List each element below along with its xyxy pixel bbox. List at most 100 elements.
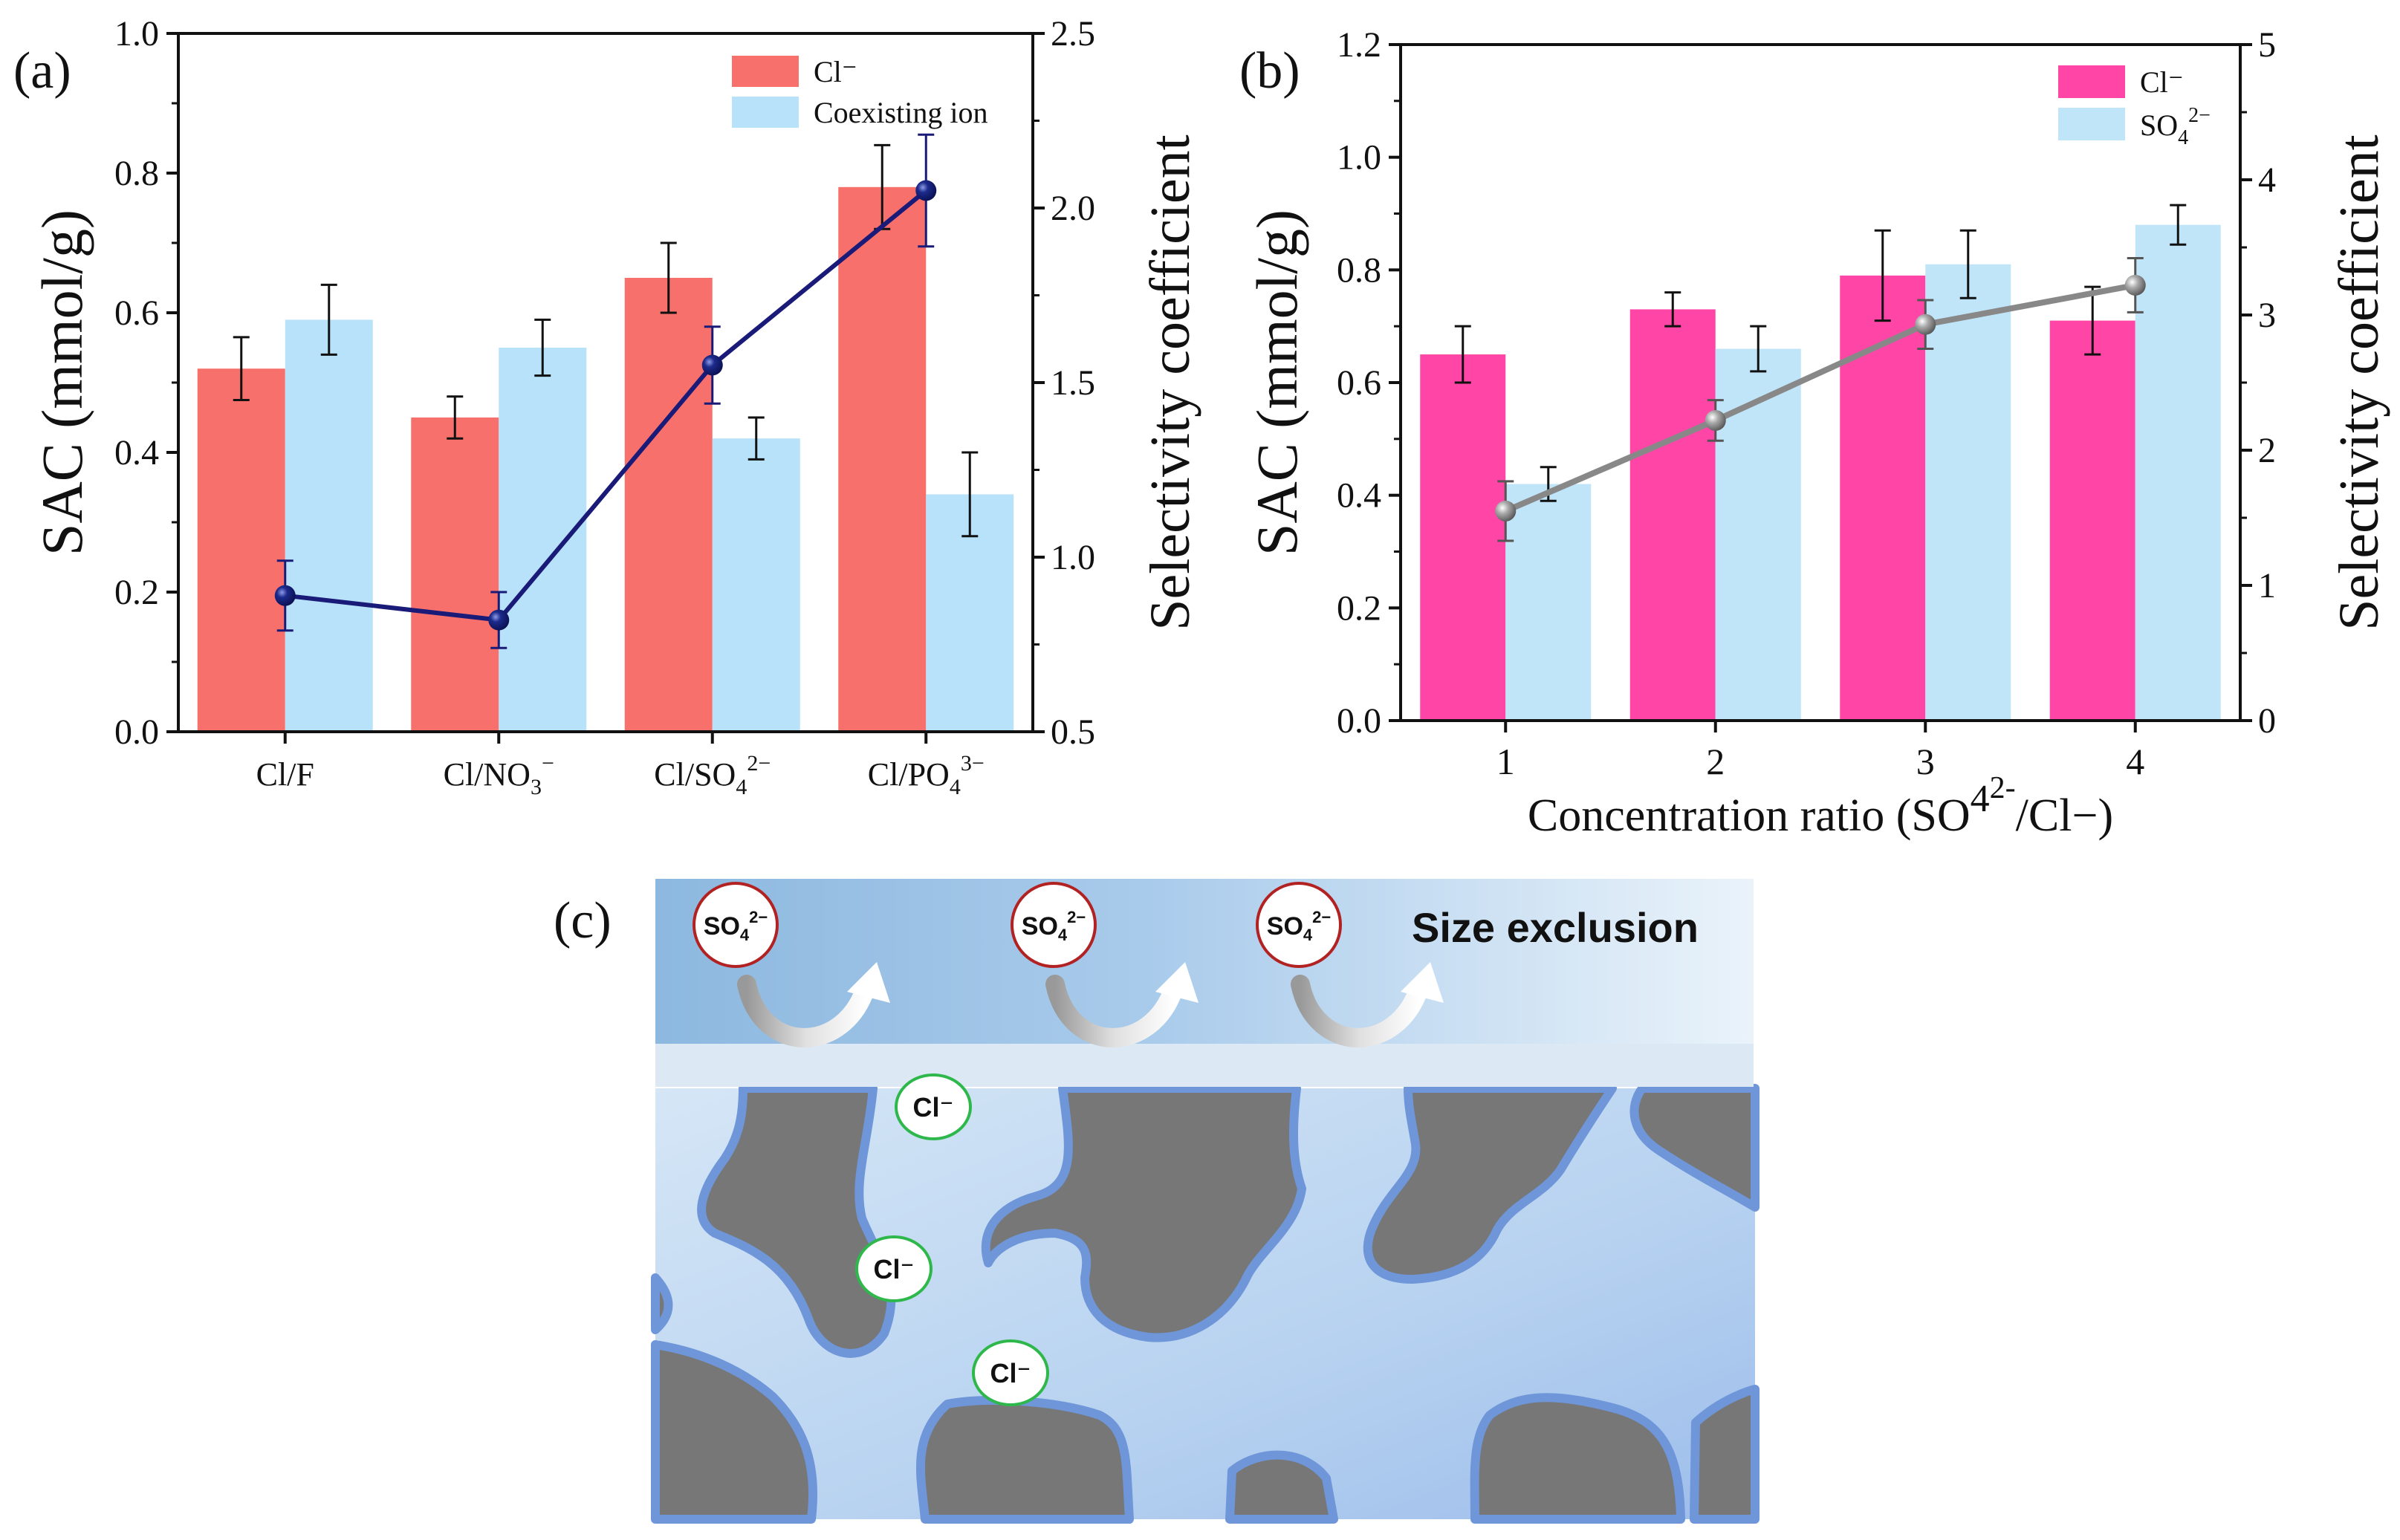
errorbar-cl-2 [447, 395, 464, 440]
selectivity-point-3 [701, 354, 723, 376]
x-tick-label: 2 [1706, 741, 1725, 782]
bar-cl-1 [1420, 354, 1506, 721]
chart-a-legend: Cl⁻ Coexisting ion [732, 55, 987, 129]
chart-b-line [1495, 257, 2146, 542]
bar-coexisting-4 [2135, 224, 2221, 721]
errorbar-cl-4 [2084, 285, 2101, 356]
y-tick-label: 0.0 [1337, 701, 1381, 741]
chart-b-ylabel: SAC (mmol/g) [1245, 209, 1309, 556]
y-tick-label: 0.6 [1337, 363, 1381, 403]
bar-cl-4 [2049, 320, 2135, 721]
errorbar-coexisting-4 [961, 451, 979, 538]
y2-tick-label: 3 [2258, 296, 2276, 335]
y2-tick-label: 1 [2258, 566, 2276, 605]
rejection-arrow-3 [1291, 962, 1444, 1047]
x-tick-label: Cl/SO42− [654, 751, 771, 799]
y2-tick-label: 2 [2258, 431, 2276, 470]
y-tick-label: 0.2 [1337, 588, 1381, 628]
y2-tick-label: 1.0 [1051, 538, 1095, 577]
errorbar-coexisting-3 [747, 416, 765, 461]
size-exclusion-label: Size exclusion [1412, 904, 1699, 951]
selectivity-point-1 [1495, 500, 1517, 522]
chart-a-errorbars [233, 143, 979, 538]
errorbar-cl-3 [1874, 229, 1891, 322]
legend-b-swatch-cl [2058, 65, 2125, 98]
bar-cl-4 [838, 186, 927, 732]
grain-7 [915, 1396, 1134, 1524]
y-tick-label: 1.2 [1337, 25, 1381, 65]
chart-a-y2-ticks: 0.5 1.0 1.5 2.0 2.5 [1033, 14, 1095, 752]
bar-coexisting-2 [499, 348, 587, 732]
y-tick-label: 0.2 [114, 573, 159, 612]
errorbar-cl-1 [1454, 325, 1471, 384]
svg-text:SO42−: SO42− [1267, 908, 1331, 944]
grain-9 [1470, 1393, 1685, 1524]
legend-b-swatch-sulfate [2058, 108, 2125, 140]
legend-b-label-sulfate: SO42− [2140, 104, 2211, 149]
chart-a-y-ticks: 0.0 0.2 0.4 0.6 0.8 1.0 [114, 14, 178, 752]
chart-b-legend: Cl⁻ SO42− [2058, 65, 2211, 149]
chart-a: (a) 0.0 0.2 0.4 0.6 0.8 1.0 0.5 1.0 1.5 2.0 2.5 C… [13, 14, 1201, 799]
svg-text:SO42−: SO42− [1022, 908, 1086, 944]
x-tick-label: Cl/NO3− [444, 751, 554, 799]
chart-b-y2label: Selectivity coefficient [2328, 134, 2390, 631]
y-tick-label: 1.0 [114, 14, 159, 53]
y-tick-label: 0.4 [1337, 476, 1381, 516]
y-tick-label: 0.8 [1337, 250, 1381, 290]
bar-cl-3 [1840, 275, 1926, 721]
selectivity-point-2 [1705, 409, 1726, 431]
errorbar-cl-1 [233, 336, 250, 401]
legend-b-label-cl: Cl⁻ [2140, 65, 2184, 99]
x-tick-label: 1 [1496, 741, 1515, 782]
bar-coexisting-1 [285, 319, 373, 732]
legend-a-label-coexisting: Coexisting ion [814, 96, 987, 129]
bar-cl-3 [624, 278, 713, 732]
y2-tick-label: 1.5 [1051, 363, 1095, 403]
errorbar-cl-2 [1664, 291, 1681, 328]
chart-b-y2-ticks: 0 1 2 3 4 5 [2240, 25, 2276, 741]
selectivity-point-2 [488, 609, 510, 631]
rejection-arrow-2 [1045, 962, 1199, 1047]
selectivity-point-4 [915, 180, 937, 201]
grain-1 [697, 1084, 896, 1358]
legend-a-swatch-cl [732, 56, 799, 87]
diagram-c: (c) SO42− SO42− SO42− [554, 879, 1760, 1524]
grain-3 [1363, 1084, 1617, 1284]
grain-2 [981, 1084, 1306, 1342]
y-tick-label: 1.0 [1337, 138, 1381, 178]
selectivity-line [1504, 282, 2136, 514]
sulfate-ion-3: SO42− [1256, 882, 1342, 968]
x-tick-label: 4 [2126, 741, 2144, 782]
grain-4 [1629, 1084, 1760, 1212]
errorbar-coexisting-2 [534, 318, 551, 377]
chart-b-x-ticks: 1 2 3 4 [1496, 721, 2144, 782]
y2-tick-label: 0.5 [1051, 712, 1095, 752]
selectivity-line [285, 189, 928, 623]
bar-cl-2 [1629, 309, 1716, 721]
errorbar-cl-3 [660, 241, 677, 314]
chart-a-ylabel: SAC (mmol/g) [30, 209, 94, 556]
y2-tick-label: 2.0 [1051, 189, 1095, 228]
bar-cl-1 [197, 368, 285, 732]
selectivity-point-4 [2124, 274, 2146, 296]
grain-6 [651, 1340, 817, 1524]
errorbar-coexisting-1 [320, 283, 337, 356]
svg-text:Cl⁻: Cl⁻ [873, 1254, 914, 1284]
panel-c-label: (c) [554, 892, 612, 949]
y-tick-label: 0.0 [114, 712, 159, 752]
y2-tick-label: 0 [2258, 701, 2276, 741]
membrane-support [655, 1044, 1754, 1087]
bar-coexisting-1 [1505, 484, 1592, 721]
y2-tick-label: 5 [2258, 25, 2276, 65]
legend-a-swatch-coexisting [732, 97, 799, 128]
bar-coexisting-3 [1925, 264, 2011, 721]
errorbar-coexisting-3 [1959, 229, 1976, 299]
x-tick-label: Cl/F [256, 756, 314, 793]
x-tick-label: 3 [1916, 741, 1935, 782]
bar-coexisting-2 [1715, 348, 1801, 721]
sulfate-ion-2: SO42− [1011, 882, 1097, 968]
pore-grains [651, 1084, 1760, 1524]
chart-b-bars [1420, 224, 2221, 721]
rejection-arrow-1 [737, 962, 890, 1047]
panel-b-label: (b) [1239, 42, 1300, 100]
